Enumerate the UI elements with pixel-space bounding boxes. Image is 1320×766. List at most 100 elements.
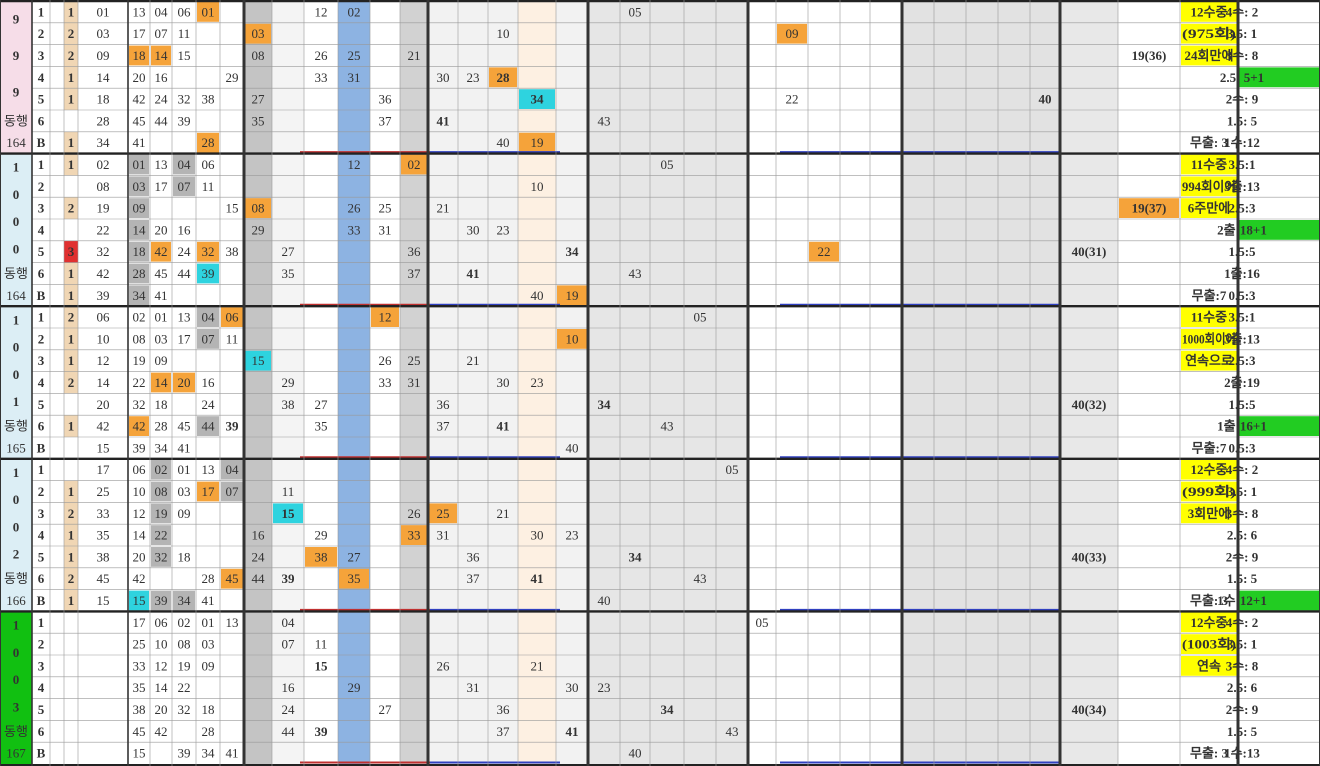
main-number: 35: [97, 528, 110, 543]
number-cell: 40(33): [1072, 549, 1107, 564]
row-label: B: [37, 440, 46, 455]
row-label: 2: [38, 331, 45, 346]
column-shade: [998, 458, 1030, 612]
main-number: 01: [97, 4, 110, 19]
column-shade: [518, 458, 556, 612]
column-shade: [588, 611, 620, 764]
number-cell: 43: [726, 724, 739, 739]
number-cell: 21: [408, 48, 421, 63]
number-cell: 28: [155, 419, 168, 434]
number-cell: 21: [467, 353, 480, 368]
column-shade: [338, 306, 370, 459]
number-cell: 44: [282, 724, 296, 739]
cell-bg: [151, 547, 171, 567]
number-cell: 19: [178, 658, 191, 673]
number-cell: 25: [437, 506, 450, 521]
number-cell: 41: [497, 419, 510, 434]
number-cell: 27: [315, 397, 329, 412]
number-cell: 21: [497, 506, 510, 521]
number-cell: 13: [178, 310, 191, 325]
column-shade: [458, 1, 488, 154]
number-cell: 32: [202, 244, 215, 259]
row-label: 2: [38, 484, 45, 499]
cell-bg: [197, 263, 219, 284]
number-cell: 04: [202, 310, 216, 325]
column-shade: [488, 153, 518, 307]
number-cell: 22: [155, 528, 168, 543]
summary-cell: 12수중: [1191, 615, 1228, 630]
number-cell: 15: [178, 48, 191, 63]
number-cell: 14: [155, 48, 169, 63]
round-sub: 동행: [4, 113, 28, 128]
number-cell: 34: [133, 288, 147, 303]
main-number: 45: [97, 571, 110, 586]
summary-cell: 3수: 8: [1226, 48, 1259, 63]
number-cell: 16: [252, 528, 266, 543]
column-shade: [244, 306, 272, 459]
number-cell: 17: [133, 26, 147, 41]
number-cell: 22: [133, 375, 146, 390]
round-digit: 0: [13, 340, 20, 355]
round-sub: 동행: [4, 724, 28, 739]
number-cell: 16: [178, 222, 192, 237]
number-cell: 05: [694, 310, 707, 325]
number-cell: 04: [282, 615, 296, 630]
number-cell: 25: [379, 201, 392, 216]
cell-bg: [401, 525, 427, 545]
cell-bg: [1181, 329, 1237, 349]
cell-bg: [151, 45, 171, 66]
number-cell: 41: [178, 440, 191, 455]
row-label: B: [37, 746, 46, 761]
number-cell: 26: [379, 353, 393, 368]
number-cell: 26: [348, 201, 362, 216]
column-shade: [458, 611, 488, 764]
number-cell: 18: [133, 244, 146, 259]
summary-cell: 1.5: 5: [1227, 724, 1258, 739]
column-shade: [518, 306, 556, 459]
round-sub: 동행: [4, 571, 28, 586]
number-cell: 08: [155, 484, 168, 499]
main-number: 15: [97, 593, 110, 608]
cell-bg: [197, 416, 219, 436]
main-number: 20: [97, 397, 110, 412]
count: 2: [68, 506, 75, 521]
number-cell: 37: [379, 113, 393, 128]
column-shade: [650, 611, 684, 764]
column-shade: [458, 458, 488, 612]
number-cell: 08: [252, 48, 265, 63]
number-cell: 37: [467, 571, 481, 586]
cell-bg: [173, 590, 195, 611]
number-cell: 34: [629, 549, 643, 564]
number-cell: 41: [133, 135, 146, 150]
main-number: 17: [97, 462, 111, 477]
summary-cell: 2.5:3: [1228, 201, 1256, 216]
number-cell: 28: [133, 266, 146, 281]
column-shade: [966, 153, 998, 307]
number-cell: 33: [133, 658, 146, 673]
main-number: 25: [97, 484, 110, 499]
count-bg: [64, 546, 78, 568]
column-shade: [244, 611, 272, 764]
number-cell: 11: [202, 179, 215, 194]
number-cell: 31: [379, 222, 392, 237]
cell-bg: [245, 350, 271, 371]
round-label-bg: [0, 611, 32, 764]
round-number: 167: [6, 746, 26, 761]
count-bg: [64, 197, 78, 219]
cell-bg: [245, 198, 271, 218]
number-cell: 10: [155, 637, 168, 652]
column-shade: [272, 1, 304, 154]
number-cell: 41: [531, 571, 544, 586]
number-cell: 41: [566, 724, 579, 739]
summary-cell: 1출:16: [1224, 266, 1260, 281]
cell-bg: [339, 568, 369, 589]
number-cell: 19: [531, 135, 544, 150]
main-number: 14: [97, 375, 111, 390]
number-cell: 23: [598, 680, 611, 695]
cell-bg: [173, 154, 195, 175]
summary-cell: 11수중: [1191, 157, 1227, 172]
cell-bg: [371, 307, 399, 327]
number-cell: 40(31): [1072, 244, 1107, 259]
cell-bg: [129, 285, 149, 306]
summary-cell: 1수:12+1: [1217, 593, 1267, 608]
